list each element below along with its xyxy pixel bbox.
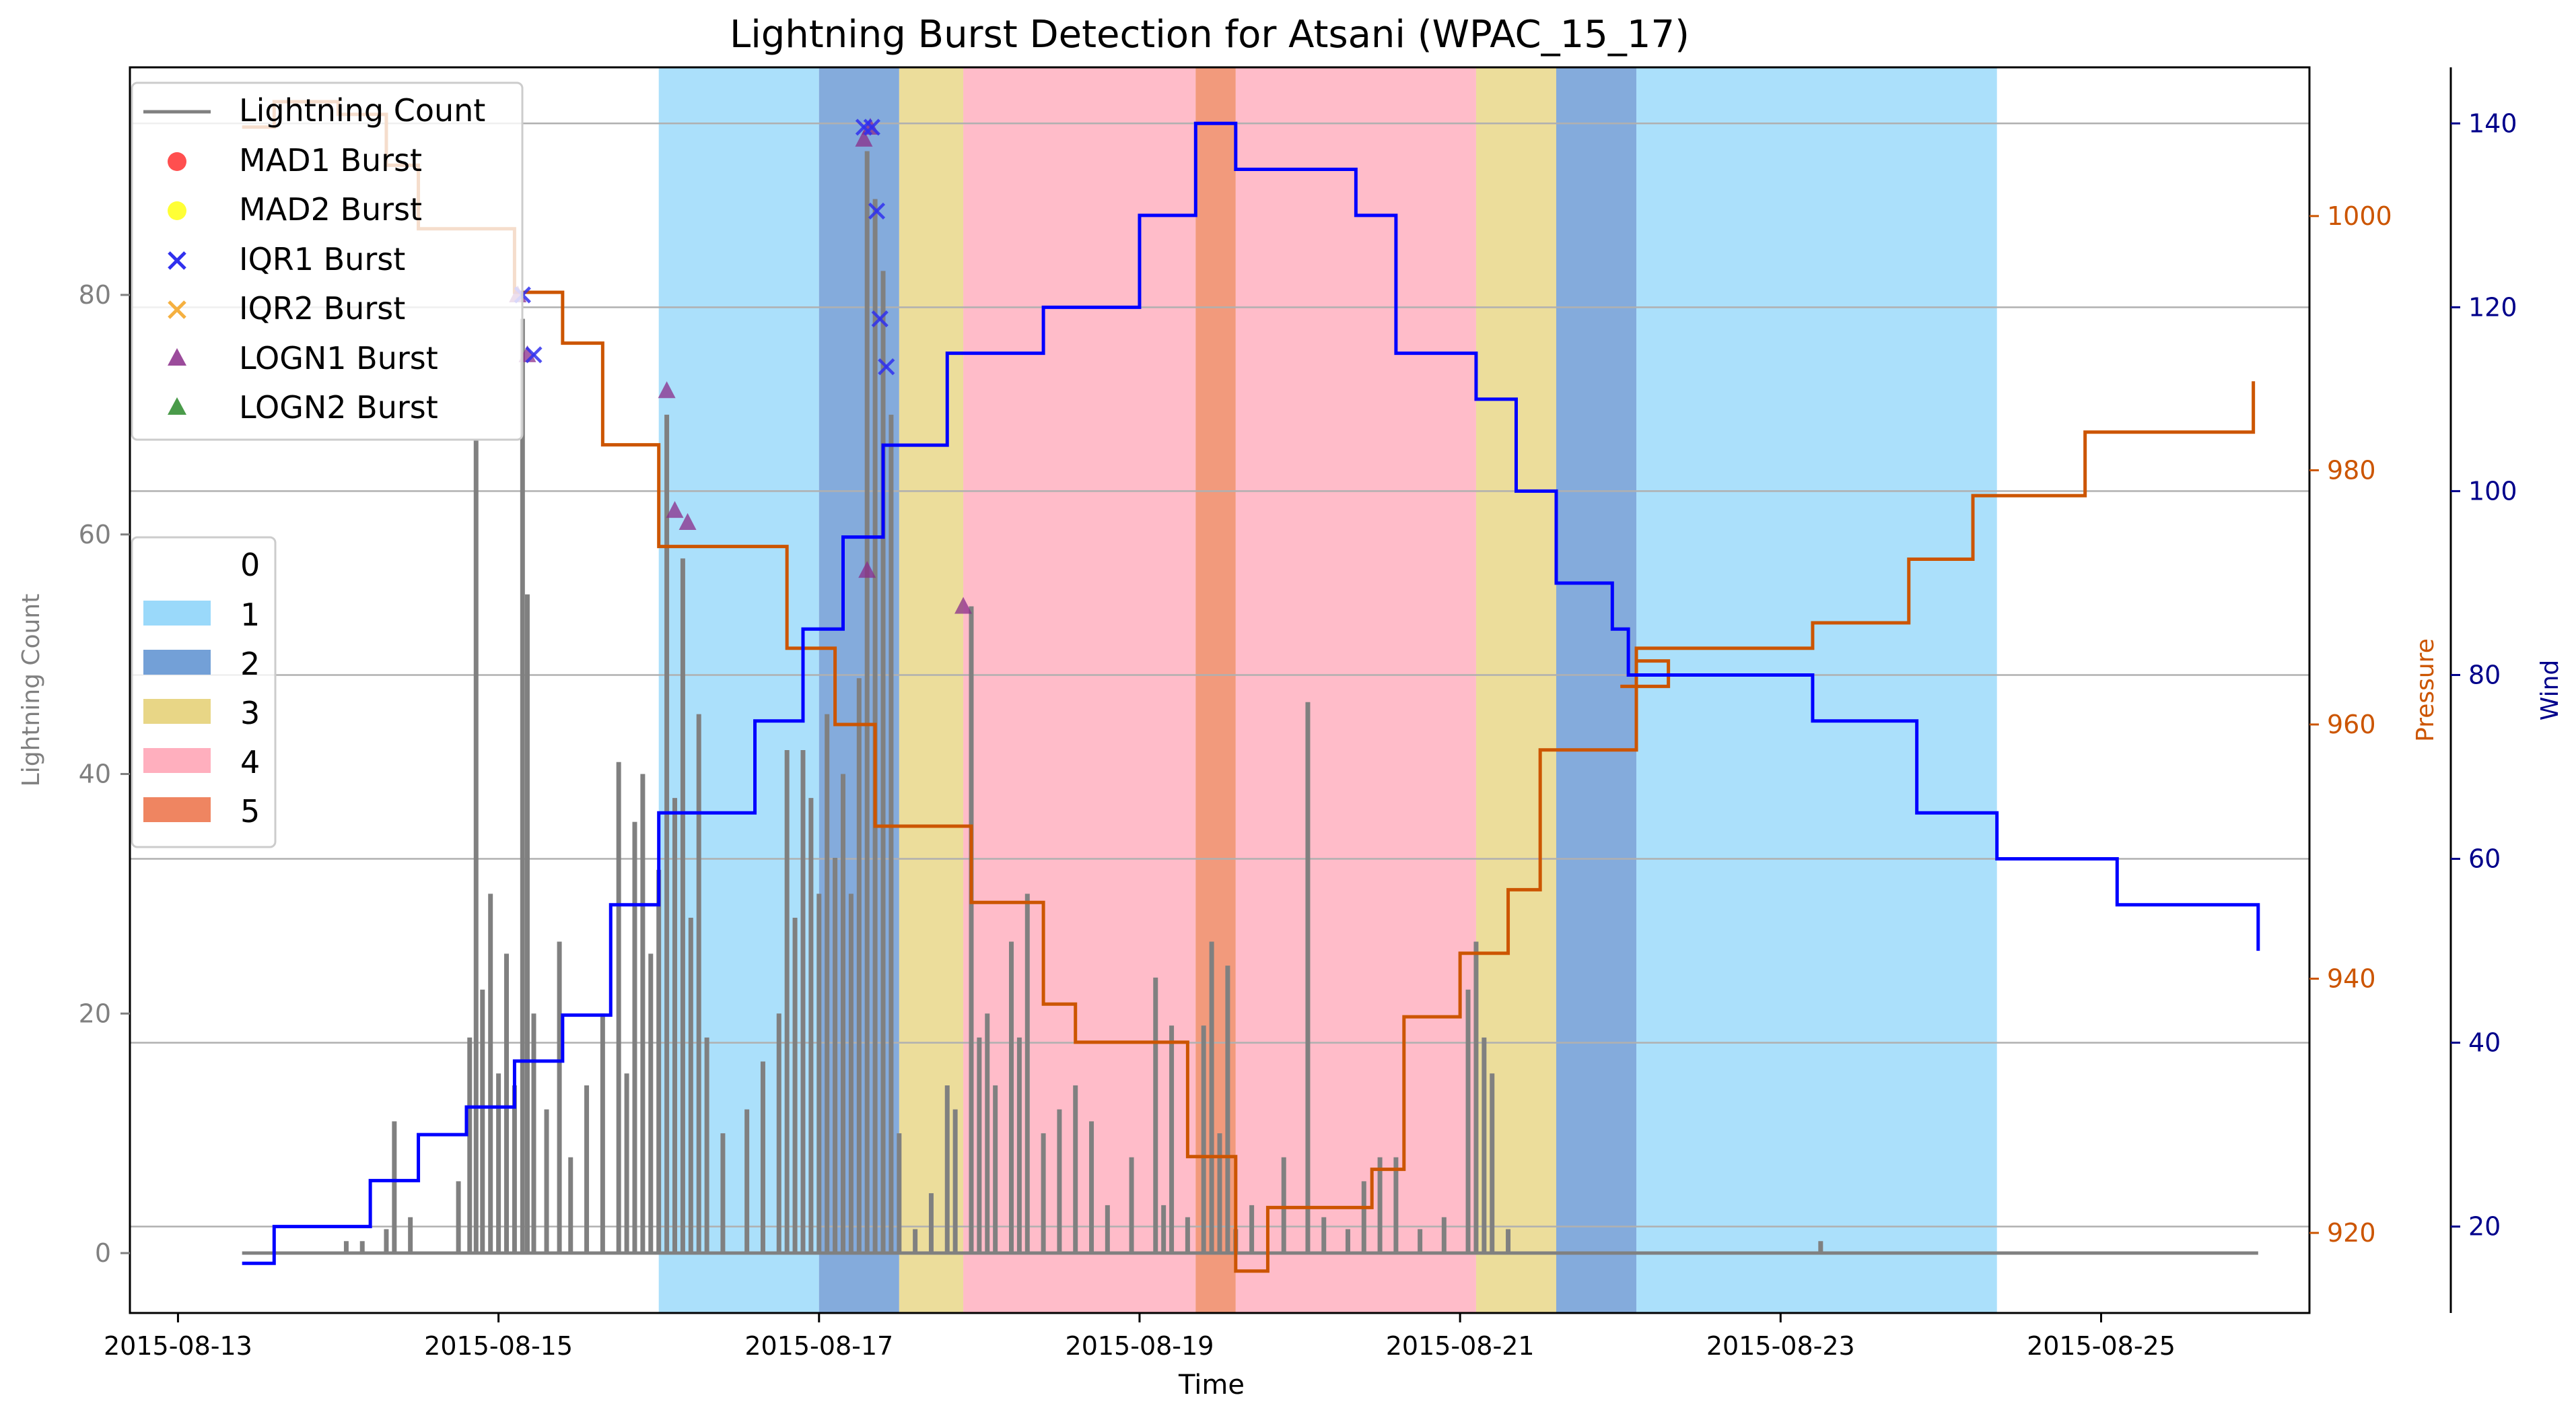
legend-iqr1-marker <box>168 251 186 270</box>
lightning-tick-label-80: 80 <box>79 280 111 310</box>
wind-tick-label-100: 100 <box>2468 476 2517 506</box>
lightning-count-series <box>242 151 2258 1255</box>
wind-axis-label: Wind <box>2536 660 2564 720</box>
x-tick-label-2: 2015-08-15 <box>424 1331 573 1361</box>
category-band-5 <box>1235 67 1476 1313</box>
legend-category-5-label: 5 <box>240 793 260 830</box>
legend-category-1-label: 1 <box>240 597 260 633</box>
legend-iqr2-marker <box>168 300 186 319</box>
wind-tick-label-20: 20 <box>2468 1212 2501 1242</box>
legend-mad2-marker <box>168 201 186 220</box>
plot-frame <box>129 66 2311 1314</box>
pressure-tick-label-980: 980 <box>2327 455 2376 485</box>
legend-logn1-label: LOGN1 Burst <box>239 340 438 376</box>
legend-category-3-label: 3 <box>240 695 260 731</box>
lightning-tick-label-40: 40 <box>79 760 111 789</box>
legend-main-box <box>131 81 524 441</box>
legend-iqr1-label: IQR1 Burst <box>239 241 405 277</box>
lightning-tick-label-20: 20 <box>79 999 111 1028</box>
legend-main: Lightning Count MAD1 Burst MAD2 Burst IQ… <box>131 81 524 441</box>
lightning-tick-label-0: 0 <box>95 1238 111 1268</box>
lightning-axis-label: Lightning Count <box>18 594 45 787</box>
logn1-marker-1 <box>666 501 684 518</box>
x-axis-label: Time <box>1178 1370 1245 1401</box>
pressure-tick-label-920: 920 <box>2327 1218 2376 1248</box>
category-band-8 <box>1636 67 1997 1313</box>
legend-category-0-label: 0 <box>240 547 260 583</box>
legend-category-4-swatch <box>143 748 211 773</box>
wind-tick-label-80: 80 <box>2468 660 2501 689</box>
iqr1-marker-1 <box>863 119 880 136</box>
legend-logn2-label: LOGN2 Burst <box>239 389 438 426</box>
legend-mad2-label: MAD2 Burst <box>239 191 422 228</box>
logn1-marker-6 <box>954 597 973 614</box>
x-axis-ticks: 2015-08-13 2015-08-15 2015-08-17 2015-08-19… <box>104 1313 2175 1361</box>
lightning-axis-ticks: 0 20 40 60 80 <box>79 280 130 1268</box>
pressure-tick-label-1000: 1000 <box>2327 201 2392 231</box>
x-tick-label-8: 2015-08-21 <box>1386 1331 1535 1361</box>
iqr1-marker-4 <box>878 358 895 376</box>
legend-category: 0 1 2 3 4 5 <box>131 536 277 848</box>
legend-iqr2-label: IQR2 Burst <box>239 290 405 327</box>
pressure-series <box>242 100 2256 1273</box>
legend-category-5-swatch <box>143 797 211 822</box>
logn1-marker-5 <box>858 561 876 578</box>
legend-category-4-label: 4 <box>240 744 260 780</box>
iqr1-marker-3 <box>871 310 889 328</box>
wind-tick-label-60: 60 <box>2468 844 2501 874</box>
legend-logn2-marker <box>168 397 186 415</box>
iqr1-marker-2 <box>868 202 886 220</box>
logn1-marker-3 <box>855 129 873 147</box>
pressure-axis-label: Pressure <box>2412 638 2439 742</box>
category-band-2 <box>899 67 964 1313</box>
pressure-tick-label-960: 960 <box>2327 710 2376 739</box>
chart-title: Lightning Burst Detection for Atsani (WP… <box>730 13 1690 57</box>
x-tick-label-12: 2015-08-25 <box>2027 1331 2175 1361</box>
legend-mad1-marker <box>168 152 186 171</box>
legend-category-2-label: 2 <box>240 646 260 682</box>
iqr1-marker-6 <box>525 346 543 364</box>
wind-tick-label-40: 40 <box>2468 1028 2501 1058</box>
category-band-6 <box>1475 67 1556 1313</box>
pressure-tick-label-940: 940 <box>2327 964 2376 994</box>
lightning-tick-label-60: 60 <box>79 520 111 549</box>
pressure-axis-ticks: 920 940 960 980 1000 <box>2309 201 2392 1248</box>
pressure-line <box>242 100 2256 1273</box>
category-band-0 <box>658 67 819 1313</box>
logn1-marker-0 <box>658 381 676 399</box>
wind-tick-label-140: 140 <box>2468 108 2517 138</box>
category-bands <box>658 67 1997 1313</box>
logn1-marker-2 <box>678 512 697 530</box>
category-band-7 <box>1556 67 1637 1313</box>
legend-lightning-label: Lightning Count <box>239 92 485 129</box>
legend-logn1-marker <box>168 348 186 366</box>
legend-category-1-swatch <box>143 601 211 626</box>
x-tick-label-0: 2015-08-13 <box>104 1331 252 1361</box>
legend-mad1-label: MAD1 Burst <box>239 142 422 178</box>
x-tick-label-6: 2015-08-19 <box>1066 1331 1214 1361</box>
legend-category-2-swatch <box>143 650 211 675</box>
category-band-3 <box>963 67 1196 1313</box>
wind-series <box>242 121 2260 1265</box>
wind-axis-ticks: 20 40 60 80 100 120 140 <box>2451 108 2517 1242</box>
x-tick-label-4: 2015-08-17 <box>744 1331 893 1361</box>
x-tick-label-10: 2015-08-23 <box>1706 1331 1855 1361</box>
wind-tick-label-120: 120 <box>2468 292 2517 322</box>
legend-category-3-swatch <box>143 699 211 724</box>
wind-line <box>242 121 2260 1265</box>
